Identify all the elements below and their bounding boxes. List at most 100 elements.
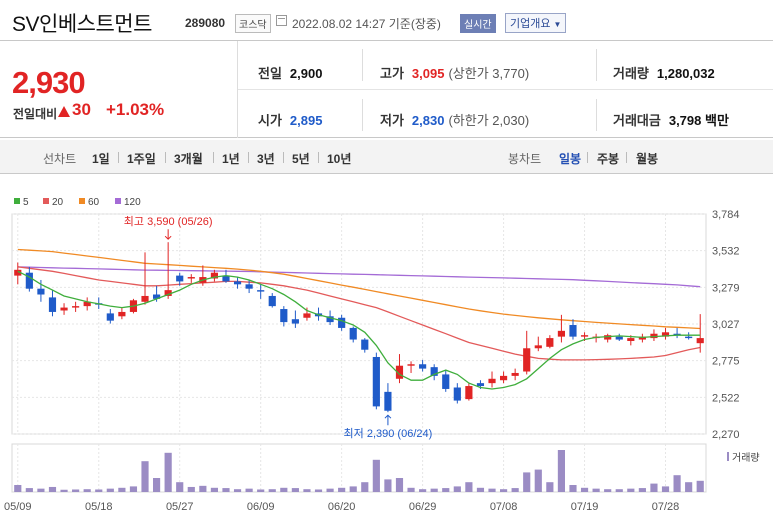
tab-1y[interactable]: 1년 — [222, 152, 240, 166]
prev-close: 전일 2,900 — [258, 66, 323, 81]
candle-body[interactable] — [395, 365, 404, 379]
candle-body[interactable] — [685, 336, 693, 339]
volume-bar — [164, 452, 172, 492]
candle-body[interactable] — [222, 275, 230, 282]
candle-body[interactable] — [257, 290, 265, 292]
volume-bar — [314, 489, 323, 492]
tab-separator — [318, 152, 319, 163]
candle-body[interactable] — [476, 383, 485, 387]
candle-body[interactable] — [152, 294, 161, 299]
candle-body[interactable] — [106, 313, 114, 321]
volume-bar — [95, 489, 103, 492]
candle-body[interactable] — [291, 319, 299, 324]
volume-bar — [615, 489, 623, 492]
candle-body[interactable] — [453, 387, 461, 401]
volume-bar — [37, 488, 45, 492]
candle-body[interactable] — [349, 327, 357, 340]
candle-body[interactable] — [268, 295, 276, 307]
volume-bar — [268, 489, 276, 492]
company-info-dropdown[interactable]: 기업개요 ▼ — [505, 13, 567, 33]
tab-1w[interactable]: 1주일 — [127, 152, 156, 166]
y-tick-label: 2,522 — [712, 392, 740, 404]
x-tick-label: 06/29 — [409, 501, 437, 513]
candle-body[interactable] — [384, 391, 392, 411]
candle-body[interactable] — [488, 378, 496, 384]
candle-body[interactable] — [72, 306, 80, 308]
volume-bar — [233, 489, 242, 492]
candle-body[interactable] — [627, 338, 635, 342]
candle-body[interactable] — [187, 277, 195, 279]
candle-chart-label: 봉차트 — [508, 152, 542, 166]
candle-body[interactable] — [361, 339, 369, 350]
tab-daily[interactable]: 일봉 — [559, 152, 582, 166]
candle-body[interactable] — [60, 307, 68, 311]
candle-body[interactable] — [604, 335, 612, 340]
volume-bar — [650, 483, 658, 492]
candle-body[interactable] — [176, 275, 184, 282]
volume-bar — [106, 488, 114, 492]
market-badge: 코스닥 — [235, 14, 271, 33]
candle-body[interactable] — [673, 333, 681, 336]
candle-body[interactable] — [48, 297, 57, 312]
volume-bar — [523, 472, 531, 492]
volume-bar — [257, 489, 265, 492]
volume-bar — [187, 486, 195, 492]
stock-name: SV인베스트먼트 — [12, 13, 152, 36]
candle-body[interactable] — [546, 338, 554, 347]
tab-3m[interactable]: 3개월 — [174, 152, 203, 166]
volume-bar — [453, 486, 461, 492]
candle-body[interactable] — [280, 309, 288, 323]
candle-body[interactable] — [430, 367, 438, 376]
candle-body[interactable] — [569, 325, 577, 337]
y-tick-label: 3,532 — [712, 246, 740, 258]
candle-body[interactable] — [372, 356, 380, 407]
candle-body[interactable] — [303, 313, 311, 318]
tab-monthly[interactable]: 월봉 — [636, 152, 659, 166]
candle-body[interactable] — [615, 336, 623, 340]
candle-body[interactable] — [696, 338, 704, 344]
volume-bar — [534, 469, 542, 492]
realtime-button[interactable]: 실시간 — [460, 14, 496, 33]
tab-weekly[interactable]: 주봉 — [597, 152, 620, 166]
candle-body[interactable] — [141, 295, 149, 302]
candle-body[interactable] — [37, 288, 45, 295]
candle-body[interactable] — [661, 332, 670, 337]
volume-bar — [222, 488, 230, 492]
candle-body[interactable] — [83, 301, 91, 307]
volume-bar — [476, 487, 485, 492]
candle-body[interactable] — [523, 348, 531, 372]
candle-body[interactable] — [407, 364, 415, 366]
calendar-icon — [276, 15, 287, 26]
candle-body[interactable] — [534, 345, 542, 349]
candle-body[interactable] — [557, 330, 566, 337]
candle-body[interactable] — [14, 269, 22, 276]
candle-body[interactable] — [499, 375, 508, 381]
candle-body[interactable] — [164, 290, 172, 296]
candle-body[interactable] — [638, 336, 646, 340]
tab-1d[interactable]: 1일 — [92, 152, 110, 166]
candle-body[interactable] — [245, 284, 253, 289]
candle-body[interactable] — [118, 311, 126, 317]
candle-body[interactable] — [650, 333, 658, 339]
candle-body[interactable] — [465, 386, 473, 400]
candlestick-chart[interactable]: 3,784 3,532 3,279 3,027 2,775 2,522 2,270 05/09… — [0, 174, 773, 522]
x-tick-label: 07/28 — [652, 501, 680, 513]
row-divider — [238, 89, 773, 90]
tab-5y[interactable]: 5년 — [292, 152, 310, 166]
candle-body[interactable] — [511, 372, 519, 376]
candle-body[interactable] — [326, 316, 334, 323]
candle-body[interactable] — [580, 335, 589, 337]
candle-body[interactable] — [210, 272, 219, 279]
candle-body[interactable] — [338, 317, 346, 328]
tab-3y[interactable]: 3년 — [257, 152, 275, 166]
candle-body[interactable] — [419, 364, 427, 369]
volume-bar — [430, 488, 438, 492]
candle-body[interactable] — [442, 374, 450, 389]
volume: 거래량 1,280,032 — [613, 66, 715, 81]
candle-body[interactable] — [233, 281, 242, 285]
tab-10y[interactable]: 10년 — [327, 152, 352, 166]
chevron-down-icon: ▼ — [553, 20, 562, 29]
candle-body[interactable] — [25, 272, 33, 289]
volume-bar — [384, 479, 392, 492]
high-arrow-icon — [164, 229, 172, 240]
